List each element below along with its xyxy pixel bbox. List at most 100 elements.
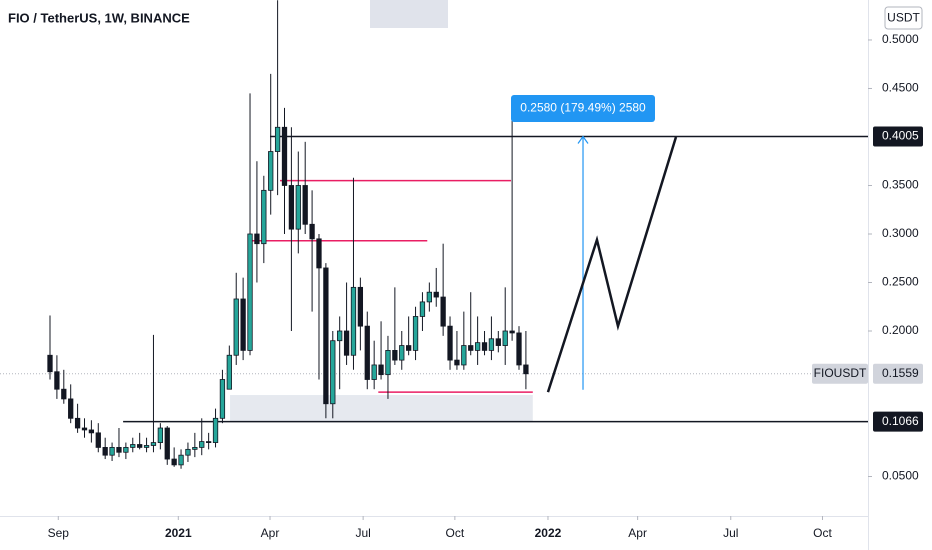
candle-body (378, 364, 384, 376)
candle-body (130, 444, 136, 448)
candle-body (488, 338, 495, 351)
candle-body (178, 454, 184, 466)
candle-body (205, 441, 212, 443)
candle-body (61, 388, 67, 400)
candle-body (240, 298, 246, 351)
candle-body (364, 325, 370, 380)
candle-body (295, 185, 301, 230)
candle-body (509, 330, 515, 334)
candle-body (88, 429, 95, 434)
candle-body (157, 427, 163, 443)
symbol-label-box (812, 363, 868, 384)
candle-body (247, 233, 253, 351)
candle-body (502, 330, 508, 346)
candle-body (412, 316, 419, 351)
level-label: 0.4005 (882, 129, 919, 143)
candle-body (219, 379, 226, 419)
candle-body (440, 296, 446, 327)
x-tick-label: Oct (446, 526, 465, 540)
level-label-box (873, 411, 923, 432)
candle-body (47, 354, 53, 373)
candle-body (137, 444, 143, 448)
candle-body (399, 345, 405, 361)
measure-label: 0.2580 (179.49%) 2580 (520, 101, 646, 115)
x-tick-label: 2022 (535, 526, 562, 540)
candle-body (426, 291, 432, 303)
x-tick-label: Oct (813, 526, 832, 540)
candle-body (185, 448, 191, 456)
candle-body (102, 447, 108, 456)
measure-arrow-head (577, 135, 589, 144)
x-tick-label: 2021 (165, 526, 192, 540)
candle-body (316, 238, 322, 269)
candle-body (288, 185, 295, 230)
candle-body (274, 126, 281, 152)
candle-body (523, 364, 529, 375)
level-label-box (873, 126, 923, 147)
candle-body (461, 345, 467, 366)
candle-body (309, 223, 315, 240)
x-tick-label: Apr (261, 526, 280, 540)
zone (230, 395, 533, 422)
x-tick-label: Jul (723, 526, 738, 540)
candle-body (143, 445, 150, 448)
candle-body (323, 267, 329, 405)
unit-label[interactable]: USDT (887, 11, 920, 25)
unit-box[interactable] (884, 6, 923, 30)
candle-body (350, 286, 357, 356)
candle-body (468, 345, 474, 351)
candle-body (268, 151, 274, 191)
price-label-box (873, 363, 923, 384)
candle-body (371, 364, 377, 380)
candle-body (81, 427, 88, 431)
candle-body (199, 441, 205, 448)
candle-body (495, 338, 501, 346)
symbol-label: FIOUSDT (814, 366, 867, 380)
candle-body (233, 298, 239, 356)
measure-label-box (511, 95, 655, 122)
candle-body (447, 325, 453, 361)
candle-body (385, 350, 391, 376)
candle-body (254, 233, 260, 245)
candle-body (419, 301, 426, 317)
candle-body (116, 447, 122, 453)
y-tick-label: 0.3500 (882, 178, 919, 192)
candle-body (68, 398, 74, 419)
projection-path (546, 136, 678, 393)
candle-body (123, 447, 129, 453)
candle-body (281, 126, 288, 186)
chart-title: FIO / TetherUS, 1W, BINANCE (8, 10, 190, 25)
x-tick-label: Jul (355, 526, 370, 540)
toolbar-placeholder (370, 0, 448, 28)
candle-body (433, 291, 439, 298)
y-tick-label: 0.0500 (882, 469, 919, 483)
candle-body (474, 342, 481, 351)
candle-body (516, 332, 522, 366)
y-tick-label: 0.3000 (882, 226, 919, 240)
candle-body (226, 354, 232, 390)
candle-body (261, 189, 267, 245)
candle-body (150, 442, 157, 446)
candle-body (164, 427, 170, 460)
candle-body (343, 330, 350, 356)
candle-body (74, 417, 81, 429)
x-tick-label: Apr (628, 526, 647, 540)
y-tick-label: 0.5000 (882, 32, 919, 46)
candle-body (109, 447, 115, 456)
candle-body (481, 342, 488, 351)
x-tick-label: Sep (48, 526, 70, 540)
candle-body (95, 432, 101, 448)
candle-body (406, 345, 412, 351)
candle-body (54, 371, 60, 390)
candle-body (357, 286, 364, 327)
y-tick-label: 0.4500 (882, 81, 919, 95)
candle-body (337, 330, 343, 342)
candle-body (392, 350, 398, 361)
y-tick-label: 0.2500 (882, 275, 919, 289)
y-tick-label: 0.2000 (882, 323, 919, 337)
candle-body (171, 458, 177, 466)
candle-body (192, 447, 198, 450)
candle-body (454, 359, 460, 366)
price-label: 0.1559 (882, 366, 919, 380)
